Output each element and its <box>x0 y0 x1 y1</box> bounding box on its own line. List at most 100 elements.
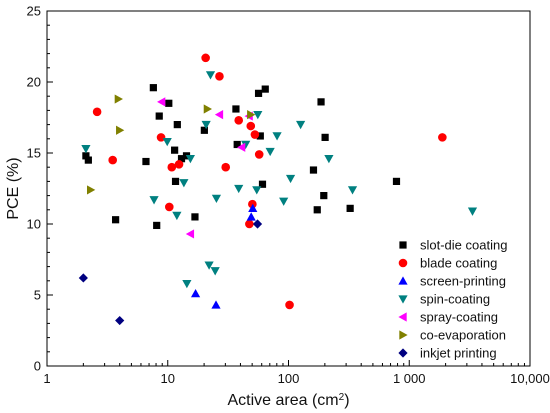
legend: slot-die coating blade coating screen-prin… <box>398 238 507 361</box>
data-point <box>246 121 256 131</box>
data-point <box>165 202 174 212</box>
data-point <box>171 146 179 154</box>
series-inkjet-printing <box>78 219 263 326</box>
data-point <box>172 211 182 221</box>
data-point <box>203 104 213 114</box>
x-axis-title-superscript: 2 <box>339 392 345 403</box>
data-point <box>201 53 210 63</box>
data-point <box>324 155 334 164</box>
y-tick-label: 10 <box>27 217 41 232</box>
x-tick-label: 10 <box>161 371 175 386</box>
data-point <box>320 192 328 200</box>
data-point <box>210 267 220 276</box>
data-point <box>211 300 221 309</box>
data-point <box>191 213 199 221</box>
data-point <box>232 105 240 113</box>
x-tick-label: 10,000 <box>510 371 550 386</box>
legend-item: screen-printing <box>398 274 506 289</box>
data-point <box>92 107 102 117</box>
data-point <box>254 89 263 97</box>
data-point <box>309 166 318 174</box>
legend-item: spray-coating <box>398 310 498 325</box>
legend-marker <box>398 258 408 268</box>
legend-item: slot-die coating <box>399 238 507 253</box>
legend-label: blade coating <box>420 256 497 271</box>
x-tick-label: 1 <box>43 371 50 386</box>
plot-marks <box>78 53 478 326</box>
data-point <box>248 199 257 209</box>
axis-ticks: 1 10 100 1 000 10,000 0 5 10 15 20 25 <box>27 4 550 387</box>
data-point <box>346 204 354 212</box>
data-point <box>185 155 195 164</box>
data-point <box>157 97 166 107</box>
data-point <box>392 177 401 185</box>
series-spin-coating <box>81 71 478 289</box>
data-point <box>155 112 163 120</box>
legend-marker <box>398 312 407 322</box>
legend-label: co-evaporation <box>420 328 506 343</box>
legend-label: slot-die coating <box>420 238 507 253</box>
x-axis-title-main: Active area (cm <box>227 392 338 409</box>
data-point <box>254 150 264 159</box>
legend-label: spray-coating <box>420 310 498 325</box>
data-point <box>258 180 267 188</box>
data-point <box>248 203 258 213</box>
data-point <box>256 132 264 140</box>
data-point <box>185 229 195 239</box>
x-tick-label: 100 <box>278 371 300 386</box>
data-point <box>205 71 216 80</box>
data-point <box>285 300 294 310</box>
series-screen-printing <box>190 203 258 309</box>
y-tick-label: 0 <box>34 359 41 374</box>
series-co-evaporation <box>86 94 256 195</box>
data-point <box>165 99 173 107</box>
data-point <box>114 94 123 104</box>
data-point <box>467 207 478 216</box>
legend-marker <box>398 295 408 304</box>
y-tick-label: 20 <box>27 75 41 90</box>
data-point <box>313 206 321 214</box>
data-point <box>149 196 159 205</box>
y-tick-label: 15 <box>27 146 41 161</box>
legend-marker <box>399 241 407 249</box>
x-tick-label: 1 000 <box>393 371 426 386</box>
data-point <box>153 221 161 230</box>
data-point <box>221 162 231 172</box>
data-point <box>317 98 325 106</box>
data-point <box>82 152 90 160</box>
data-point <box>78 273 88 283</box>
data-point <box>211 194 222 204</box>
data-point <box>250 130 260 139</box>
x-axis-title-close: ) <box>344 392 349 409</box>
data-point <box>234 116 244 125</box>
data-point <box>252 219 263 229</box>
data-point <box>261 85 269 93</box>
data-point <box>200 126 208 134</box>
y-tick-label: 5 <box>34 288 41 303</box>
data-point <box>285 174 296 184</box>
data-point <box>142 157 150 166</box>
legend-item: co-evaporation <box>399 328 506 343</box>
legend-label: spin-coating <box>420 292 490 307</box>
data-point <box>247 110 256 120</box>
data-point <box>86 185 96 195</box>
data-point <box>177 155 186 163</box>
data-point <box>215 72 224 81</box>
data-point <box>179 179 189 188</box>
data-point <box>182 279 192 289</box>
legend-marker <box>398 276 408 285</box>
data-point <box>214 110 224 120</box>
data-point <box>167 162 177 172</box>
data-point <box>171 177 180 185</box>
legend-item: inkjet printing <box>398 346 497 361</box>
data-point <box>115 315 125 326</box>
series-slot-die-coating <box>82 84 401 230</box>
data-point <box>347 186 358 195</box>
data-point <box>234 184 244 194</box>
legend-marker <box>399 330 408 340</box>
data-point <box>252 186 262 195</box>
data-point <box>237 142 246 152</box>
series-blade-coating <box>92 53 447 310</box>
data-point <box>84 156 92 164</box>
